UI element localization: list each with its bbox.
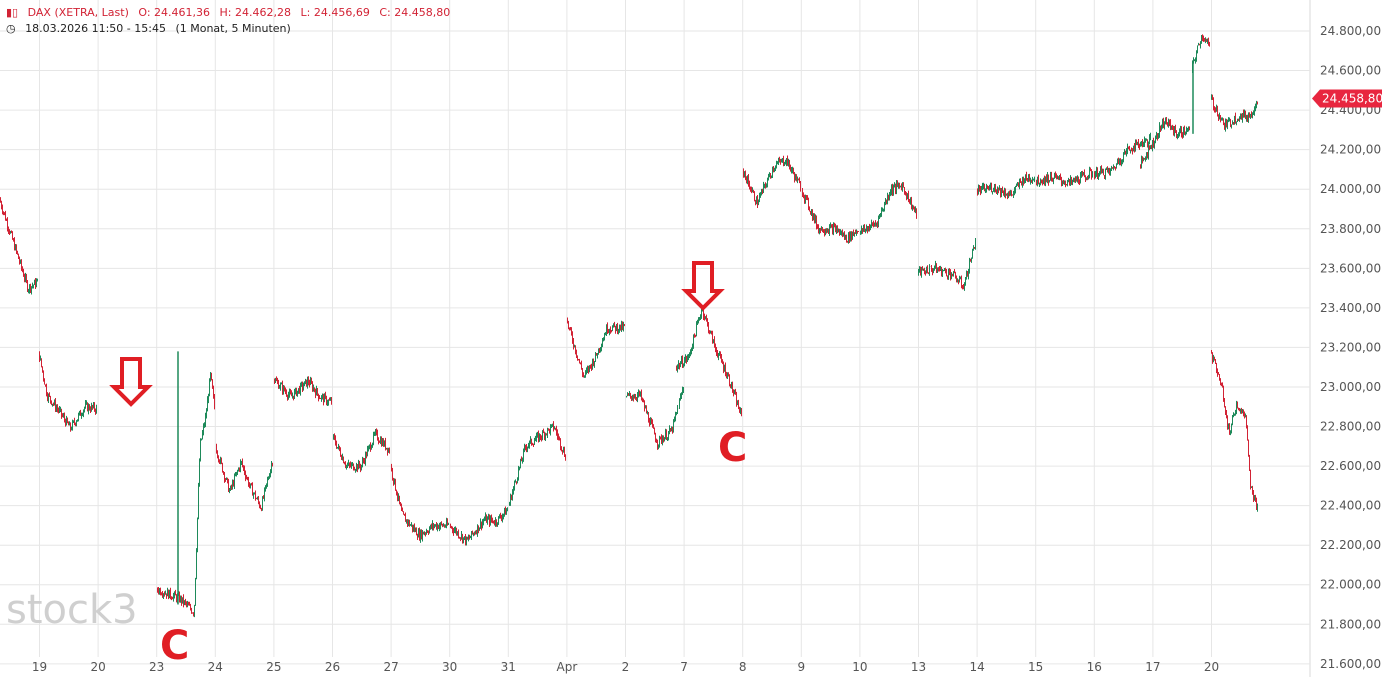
y-tick-label: 22.600,00 (1320, 459, 1381, 473)
low-value: L: 24.456,69 (300, 6, 370, 19)
y-tick-label: 23.600,00 (1320, 261, 1381, 275)
y-tick-label: 24.200,00 (1320, 143, 1381, 157)
c-label-annotation: C (160, 623, 189, 669)
x-tick-label: 7 (680, 660, 688, 674)
candlestick-series (0, 34, 1258, 618)
down-arrow-annotation (109, 357, 153, 407)
price-axis: 21.600,00 21.800,00 22.000,00 22.200,00 22.4… (1320, 24, 1381, 671)
y-tick-label: 22.200,00 (1320, 538, 1381, 552)
x-tick-label: 20 (1204, 660, 1219, 674)
x-tick-label: Apr (557, 660, 578, 674)
candlestick-icon: ▮▯ (6, 6, 19, 19)
down-arrow-annotation (681, 261, 725, 311)
y-tick-label: 21.600,00 (1320, 657, 1381, 671)
chart-grid (0, 0, 1311, 677)
clock-icon: ◷ (6, 22, 16, 35)
y-tick-label: 22.400,00 (1320, 499, 1381, 513)
watermark-logo: stock3 (6, 587, 138, 633)
x-tick-label: 16 (1087, 660, 1102, 674)
x-tick-label: 15 (1028, 660, 1043, 674)
x-tick-label: 17 (1145, 660, 1160, 674)
x-tick-label: 20 (90, 660, 105, 674)
x-tick-label: 25 (266, 660, 281, 674)
period-label: (1 Monat, 5 Minuten) (175, 22, 291, 35)
last-price-badge: 24.458,80 (1312, 89, 1382, 108)
y-tick-label: 23.800,00 (1320, 222, 1381, 236)
x-tick-label: 9 (797, 660, 805, 674)
range-header: ◷ 18.03.2026 11:50 - 15:45 (1 Monat, 5 M… (6, 22, 297, 35)
x-tick-label: 2 (622, 660, 630, 674)
x-tick-label: 8 (739, 660, 747, 674)
y-tick-label: 24.800,00 (1320, 24, 1381, 38)
last-price-label: 24.458,80 (1322, 91, 1382, 105)
x-tick-label: 27 (383, 660, 398, 674)
date-range: 18.03.2026 11:50 - 15:45 (25, 22, 166, 35)
x-tick-label: 26 (325, 660, 340, 674)
last-price-badge-bg (1312, 89, 1382, 108)
x-tick-label: 14 (969, 660, 984, 674)
y-tick-label: 23.400,00 (1320, 301, 1381, 315)
y-tick-label: 23.000,00 (1320, 380, 1381, 394)
high-value: H: 24.462,28 (219, 6, 291, 19)
close-value: C: 24.458,80 (379, 6, 451, 19)
open-value: O: 24.461,36 (138, 6, 211, 19)
x-tick-label: 10 (852, 660, 867, 674)
instrument-name: DAX (XETRA, Last) (27, 6, 129, 19)
x-tick-label: 13 (911, 660, 926, 674)
y-tick-label: 24.600,00 (1320, 64, 1381, 78)
chart-annotations: CC (109, 261, 747, 669)
x-tick-label: 31 (501, 660, 516, 674)
x-tick-label: 30 (442, 660, 457, 674)
y-tick-label: 23.200,00 (1320, 340, 1381, 354)
c-label-annotation: C (718, 425, 747, 471)
x-tick-label: 19 (32, 660, 47, 674)
x-tick-label: 23 (149, 660, 164, 674)
time-axis: 19 20 23 24 25 26 27 30 31 Apr 2 7 8 9 10 13 14 15 16 17 20 (32, 660, 1219, 674)
y-tick-label: 21.800,00 (1320, 617, 1381, 631)
instrument-header: ▮▯ DAX (XETRA, Last) O: 24.461,36 H: 24.… (6, 6, 456, 19)
y-tick-label: 24.000,00 (1320, 182, 1381, 196)
y-tick-label: 22.000,00 (1320, 578, 1381, 592)
x-tick-label: 24 (208, 660, 223, 674)
y-tick-label: 22.800,00 (1320, 420, 1381, 434)
